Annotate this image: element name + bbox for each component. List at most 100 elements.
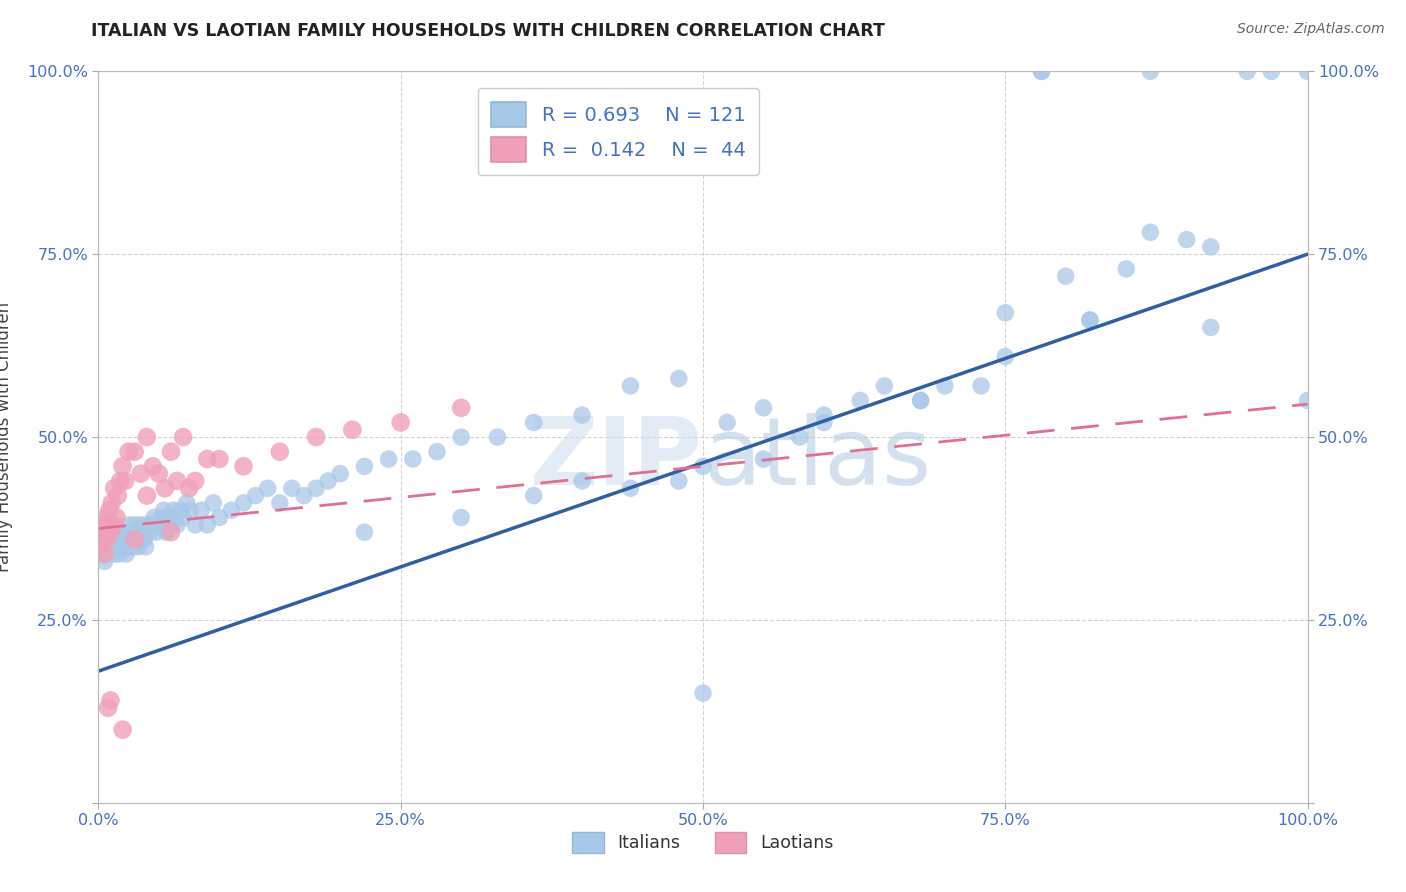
Point [138, 525, 160, 540]
Point [91, 547, 114, 561]
Point [305, 481, 328, 495]
Point [789, 430, 811, 444]
Point [89, 540, 111, 554]
Point [87, 517, 110, 532]
Point [377, 452, 399, 467]
Point [107, 525, 129, 540]
Point [160, 525, 183, 540]
Point [96, 540, 118, 554]
Point [87, 517, 110, 532]
Point [1236, 64, 1258, 78]
Point [752, 401, 775, 415]
Point [176, 496, 198, 510]
Point [90, 525, 112, 540]
Point [160, 517, 183, 532]
Point [120, 533, 142, 547]
Text: Source: ZipAtlas.com: Source: ZipAtlas.com [1237, 22, 1385, 37]
Text: ZIP: ZIP [530, 413, 703, 505]
Point [752, 452, 775, 467]
Point [100, 496, 122, 510]
Point [97, 525, 120, 540]
Point [141, 517, 163, 532]
Point [256, 481, 278, 495]
Point [486, 430, 509, 444]
Point [121, 525, 143, 540]
Point [450, 430, 472, 444]
Point [994, 350, 1017, 364]
Point [115, 547, 138, 561]
Point [692, 686, 714, 700]
Point [813, 416, 835, 430]
Point [145, 525, 167, 540]
Point [1054, 269, 1077, 284]
Point [1296, 64, 1319, 78]
Point [143, 510, 166, 524]
Point [101, 533, 124, 547]
Point [155, 525, 177, 540]
Point [129, 517, 152, 532]
Point [118, 540, 141, 554]
Point [127, 533, 149, 547]
Point [166, 474, 188, 488]
Point [1115, 261, 1137, 276]
Point [910, 393, 932, 408]
Point [157, 510, 180, 524]
Point [269, 444, 291, 458]
Point [305, 430, 328, 444]
Point [1031, 64, 1053, 78]
Point [94, 533, 117, 547]
Point [172, 510, 194, 524]
Point [100, 525, 122, 540]
Point [111, 723, 134, 737]
Point [111, 459, 134, 474]
Text: ITALIAN VS LAOTIAN FAMILY HOUSEHOLDS WITH CHILDREN CORRELATION CHART: ITALIAN VS LAOTIAN FAMILY HOUSEHOLDS WIT… [91, 22, 886, 40]
Point [93, 547, 115, 561]
Point [353, 525, 375, 540]
Point [148, 517, 170, 532]
Point [169, 503, 191, 517]
Point [98, 503, 121, 517]
Point [179, 503, 201, 517]
Point [153, 481, 176, 495]
Legend: Italians, Laotians: Italians, Laotians [565, 825, 841, 860]
Point [195, 517, 218, 532]
Point [97, 700, 120, 714]
Point [619, 379, 641, 393]
Point [232, 459, 254, 474]
Point [195, 452, 218, 467]
Point [96, 533, 118, 547]
Point [134, 533, 156, 547]
Point [208, 510, 231, 524]
Point [142, 459, 165, 474]
Point [152, 503, 174, 517]
Point [110, 540, 132, 554]
Point [716, 416, 738, 430]
Point [103, 547, 125, 561]
Point [523, 489, 546, 503]
Point [90, 533, 112, 547]
Point [172, 430, 194, 444]
Point [668, 371, 690, 385]
Point [104, 517, 127, 532]
Point [166, 517, 188, 532]
Point [1296, 393, 1319, 408]
Point [994, 306, 1017, 320]
Point [118, 444, 141, 458]
Point [160, 444, 183, 458]
Point [135, 540, 157, 554]
Point [813, 408, 835, 422]
Point [450, 401, 472, 415]
Point [292, 489, 315, 503]
Point [107, 540, 129, 554]
Point [100, 540, 122, 554]
Point [873, 379, 896, 393]
Point [107, 489, 129, 503]
Point [91, 533, 114, 547]
Point [124, 444, 146, 458]
Point [571, 408, 593, 422]
Point [125, 525, 148, 540]
Point [849, 393, 872, 408]
Point [1139, 64, 1161, 78]
Point [135, 517, 157, 532]
Point [208, 452, 231, 467]
